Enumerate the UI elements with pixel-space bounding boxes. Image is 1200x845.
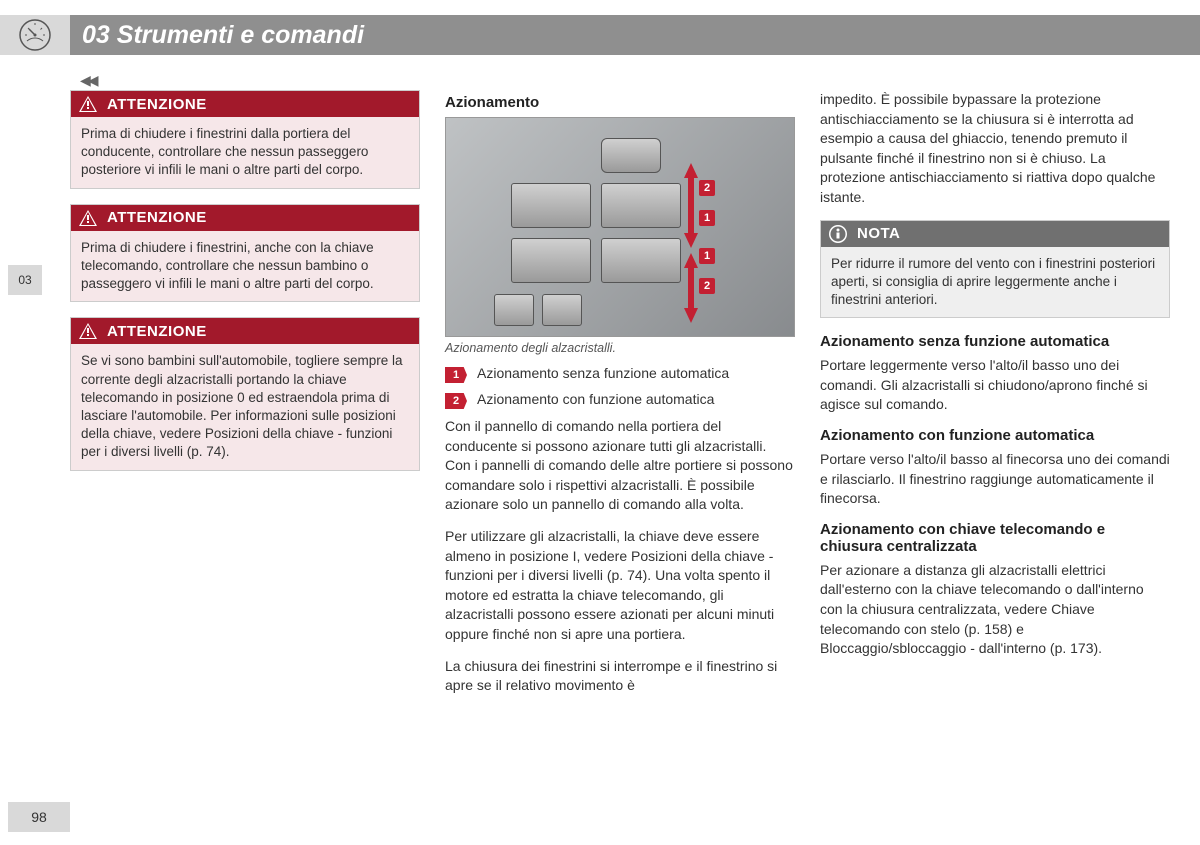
section-title: Azionamento — [445, 94, 795, 111]
header-bar: 03 Strumenti e comandi — [0, 15, 1200, 55]
legend-badge: 2 — [445, 393, 467, 409]
note-box: NOTA Per ridurre il rumore del vento con… — [820, 220, 1170, 319]
legend-badge: 1 — [445, 367, 467, 383]
subheading: Azionamento con chiave telecomando e chi… — [820, 521, 1170, 555]
subheading: Azionamento con funzione automatica — [820, 427, 1170, 444]
warning-triangle-icon — [77, 321, 99, 341]
note-header: NOTA — [821, 221, 1169, 247]
body-text: La chiusura dei finestrini si interrompe… — [445, 657, 795, 696]
column-2: Azionamento 2 1 1 2 Azionamento degli al… — [445, 90, 795, 708]
warning-body: Se vi sono bambini sull'automobile, togl… — [71, 344, 419, 469]
chapter-text: Strumenti e comandi — [117, 21, 364, 49]
column-1: ATTENZIONE Prima di chiudere i finestrin… — [70, 90, 420, 708]
content: ATTENZIONE Prima di chiudere i finestrin… — [70, 90, 1170, 708]
legend-text: Azionamento con funzione automatica — [477, 391, 714, 407]
warning-label: ATTENZIONE — [107, 323, 207, 340]
gauge-icon-box — [0, 15, 70, 55]
page-number: 98 — [8, 802, 70, 832]
figure-window-controls: 2 1 1 2 — [445, 117, 795, 337]
warning-label: ATTENZIONE — [107, 96, 207, 113]
subheading: Azionamento senza funzione automatica — [820, 333, 1170, 350]
legend-item-2: 2 Azionamento con funzione automatica — [445, 391, 795, 409]
warning-header: ATTENZIONE — [71, 318, 419, 344]
gauge-icon — [17, 17, 53, 53]
body-text: Portare leggermente verso l'alto/il bass… — [820, 356, 1170, 415]
chapter-number: 03 — [82, 21, 110, 49]
body-text: impedito. È possibile bypassare la prote… — [820, 90, 1170, 208]
body-text: Per azionare a distanza gli alzacristall… — [820, 561, 1170, 659]
warning-body: Prima di chiudere i finestrini, anche co… — [71, 231, 419, 302]
warning-box-1: ATTENZIONE Prima di chiudere i finestrin… — [70, 90, 420, 189]
warning-header: ATTENZIONE — [71, 205, 419, 231]
body-text: Portare verso l'alto/il basso al finecor… — [820, 450, 1170, 509]
warning-label: ATTENZIONE — [107, 209, 207, 226]
column-3: impedito. È possibile bypassare la prote… — [820, 90, 1170, 708]
continuation-indicator: ◀◀ — [80, 72, 96, 89]
note-label: NOTA — [857, 225, 900, 242]
legend-text: Azionamento senza funzione automatica — [477, 365, 729, 381]
warning-triangle-icon — [77, 94, 99, 114]
warning-header: ATTENZIONE — [71, 91, 419, 117]
body-text: Con il pannello di comando nella portier… — [445, 417, 795, 515]
warning-body: Prima di chiudere i finestrini dalla por… — [71, 117, 419, 188]
note-body: Per ridurre il rumore del vento con i fi… — [821, 247, 1169, 318]
chapter-title: 03 Strumenti e comandi — [82, 21, 364, 50]
warning-triangle-icon — [77, 208, 99, 228]
side-tab: 03 — [8, 265, 42, 295]
figure-caption: Azionamento degli alzacristalli. — [445, 341, 795, 355]
warning-box-2: ATTENZIONE Prima di chiudere i finestrin… — [70, 204, 420, 303]
warning-box-3: ATTENZIONE Se vi sono bambini sull'autom… — [70, 317, 420, 470]
info-icon — [827, 224, 849, 244]
body-text: Per utilizzare gli alzacristalli, la chi… — [445, 527, 795, 645]
legend-item-1: 1 Azionamento senza funzione automatica — [445, 365, 795, 383]
